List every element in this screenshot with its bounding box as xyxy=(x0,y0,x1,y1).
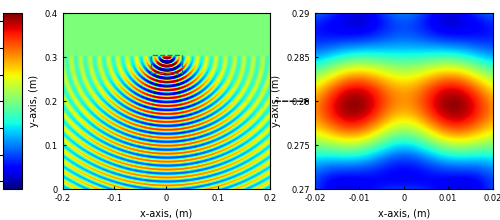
X-axis label: x-axis, (m): x-axis, (m) xyxy=(378,209,430,219)
X-axis label: x-axis, (m): x-axis, (m) xyxy=(140,209,192,219)
Bar xyxy=(150,55,182,73)
Y-axis label: y-axis, (m): y-axis, (m) xyxy=(29,75,39,127)
Y-axis label: y-axis, (m): y-axis, (m) xyxy=(271,75,281,127)
